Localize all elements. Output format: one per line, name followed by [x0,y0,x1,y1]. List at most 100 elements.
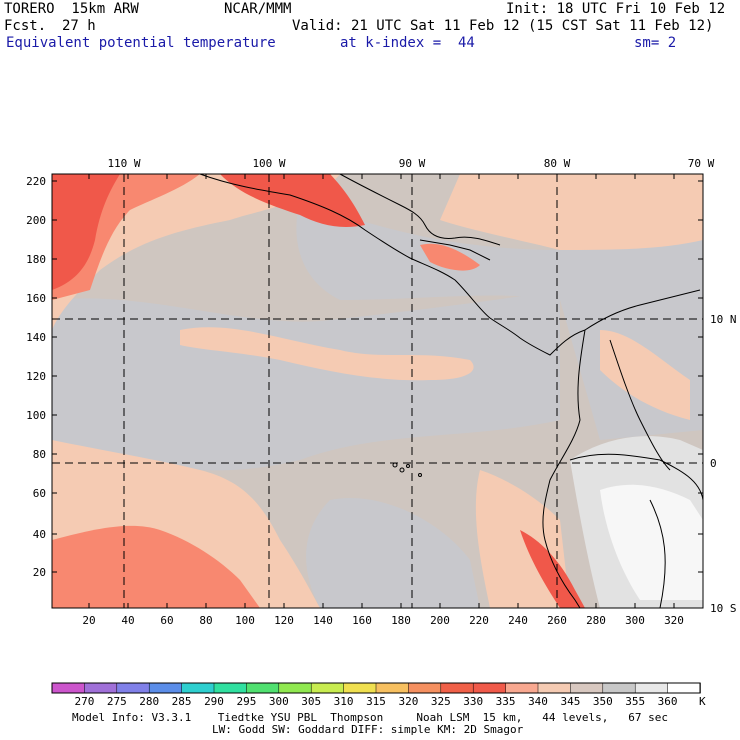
border-guatemala [419,239,491,261]
legend-swatch-17 [602,682,636,694]
cool-band-south [306,498,480,608]
field-title: Equivalent potential temperature [6,35,276,51]
high-region-southwest [52,525,260,608]
lat-label-0: 0 [710,457,717,470]
legend-swatch-3 [148,682,183,694]
x-tick-60: 60 [160,614,173,627]
footer-model-info: Model Info: V3.3.1 Tiedtke YSU PBL Thomp… [72,711,669,724]
x-tick-120: 120 [274,614,294,627]
legend-swatch-7 [278,682,312,694]
legend-swatch-4 [181,682,215,694]
x-tick-320: 320 [664,614,684,627]
y-tick-140: 140 [26,331,46,344]
footer-physics-info: LW: Godd SW: Goddard DIFF: simple KM: 2D… [212,723,524,736]
forecast-label: Fcst. [4,18,47,34]
legend-swatch-15 [537,682,572,694]
x-tick-180: 180 [391,614,411,627]
lat-lon-grid [52,174,703,608]
coastline-central-america [199,173,586,356]
legend-frame [51,682,701,694]
legend-swatch-16 [570,682,604,694]
legend-swatch-9 [343,682,377,694]
x-tick-80: 80 [199,614,212,627]
legend-label-360: 360 [658,695,678,708]
lon-label-70w: 70 W [688,157,715,170]
plot-frame [51,173,704,609]
legend-label-280: 280 [139,695,159,708]
y-tick-120: 120 [26,370,46,383]
legend-swatch-8 [310,682,345,694]
legend-swatch-11 [408,682,442,694]
y-tick-100: 100 [26,409,46,422]
legend-unit: K [699,695,706,708]
legend-label-275: 275 [107,695,127,708]
x-tick-40: 40 [121,614,134,627]
lat-label-10s: 10 S [710,602,737,615]
legend-swatch-13 [472,682,507,694]
legend-swatch-1 [84,682,118,694]
legend-swatch-10 [375,682,410,694]
legend-label-300: 300 [269,695,289,708]
legend-swatch-2 [116,682,150,694]
y-tick-180: 180 [26,253,46,266]
legend-label-290: 290 [204,695,224,708]
legend-label-350: 350 [593,695,613,708]
x-tick-260: 260 [547,614,567,627]
legend-swatch-14 [505,682,539,694]
coastlines [199,173,704,609]
legend-label-355: 355 [625,695,645,708]
axis-ticks [52,174,703,608]
island-galapagos-3 [406,464,410,468]
lat-label-10n: 10 N [710,313,737,326]
coastline-south-america-west [542,329,586,609]
coastline-caribbean [584,289,701,331]
level-label: at k-index = 44 [340,35,475,51]
axis-labels: 110 W 100 W 90 W 80 W 70 W 10 N 0 10 S 2… [26,157,736,627]
valid-time: Valid: 21 UTC Sat 11 Feb 12 (15 CST Sat … [292,18,714,34]
island-galapagos-2 [399,467,405,473]
lon-label-100w: 100 W [252,157,285,170]
warm-region-colombia [600,330,690,420]
legend-labels: 270 275 280 285 290 295 300 305 310 315 320 325 330 3… [74,695,677,708]
y-tick-40: 40 [33,528,46,541]
legend-label-295: 295 [236,695,256,708]
y-tick-200: 200 [26,214,46,227]
coldest-region-amazon [600,484,703,600]
legend-label-270: 270 [74,695,94,708]
temperature-field [52,174,703,608]
x-tick-140: 140 [313,614,333,627]
y-tick-60: 60 [33,487,46,500]
border-ecuador-peru [569,453,704,501]
legend-label-285: 285 [172,695,192,708]
x-tick-300: 300 [625,614,645,627]
organization-label: NCAR/MMM [224,1,292,17]
coastline-mexico-north [339,173,501,246]
legend-label-305: 305 [301,695,321,708]
legend-label-330: 330 [463,695,483,708]
legend-label-345: 345 [560,695,580,708]
x-tick-220: 220 [469,614,489,627]
cool-band-northeast [296,200,703,440]
border-colombia [609,339,671,471]
color-legend-bar [51,682,701,694]
legend-label-335: 335 [496,695,516,708]
y-tick-160: 160 [26,292,46,305]
y-tick-80: 80 [33,448,46,461]
high-region-central-america [420,243,480,271]
legend-label-315: 315 [366,695,386,708]
lon-label-110w: 110 W [107,157,140,170]
y-tick-220: 220 [26,175,46,188]
forecast-hour: 27 h [62,18,96,34]
legend-swatch-6 [246,682,280,694]
x-tick-100: 100 [235,614,255,627]
x-tick-240: 240 [508,614,528,627]
border-peru-brazil [649,499,666,609]
warm-region-northeast [440,174,703,250]
legend-swatch-5 [213,682,248,694]
legend-swatch-18 [634,682,669,694]
very-high-region-northwest [52,174,120,290]
y-tick-20: 20 [33,566,46,579]
legend-label-310: 310 [334,695,354,708]
legend-label-340: 340 [528,695,548,708]
